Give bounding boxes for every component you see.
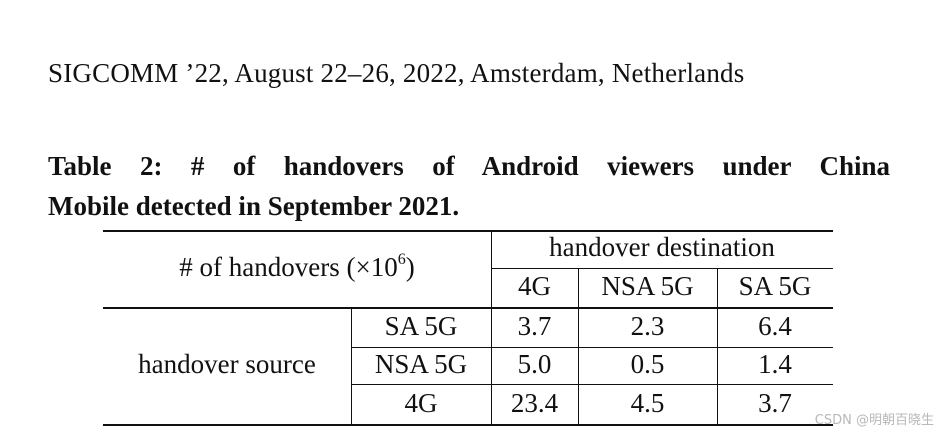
watermark: CSDN @明朝百晓生 xyxy=(814,413,934,428)
row-source-nsa-5g: NSA 5G xyxy=(374,349,468,379)
column-rule-4g-nsa xyxy=(578,307,579,424)
column-rule-nsa-sa xyxy=(717,307,718,424)
caption-line-2: Mobile detected in September 2021. xyxy=(48,191,460,221)
column-rule-nsa-sa-header xyxy=(717,268,718,307)
cell-4g-to-4g: 23.4 xyxy=(510,388,559,418)
source-label-separator xyxy=(351,307,352,424)
row-source-4g: 4G xyxy=(404,388,438,418)
row-rule-1 xyxy=(351,347,833,348)
corner-label-suffix: ) xyxy=(405,252,415,282)
column-header-sa-5g: SA 5G xyxy=(738,271,812,301)
column-header-nsa-5g: NSA 5G xyxy=(601,271,694,301)
running-header: SIGCOMM ’22, August 22–26, 2022, Amsterd… xyxy=(48,58,745,88)
column-header-4g: 4G xyxy=(518,271,551,301)
row-rule-2 xyxy=(351,384,833,385)
cell-sa5g-to-4g: 3.7 xyxy=(517,311,552,341)
cell-4g-to-sa5g: 3.7 xyxy=(758,388,792,418)
cell-nsa5g-to-4g: 5.0 xyxy=(517,349,552,379)
source-header: handover source xyxy=(138,349,316,379)
destination-header-rule xyxy=(491,268,833,269)
corner-label-prefix: # of handovers (×10 xyxy=(179,252,398,282)
row-source-sa-5g: SA 5G xyxy=(384,311,458,341)
table-top-rule xyxy=(103,230,833,232)
column-rule-4g-nsa-header xyxy=(578,268,579,307)
cell-nsa5g-to-sa5g: 1.4 xyxy=(758,349,792,379)
corner-label-exponent: 6 xyxy=(397,251,406,268)
header-bottom-rule xyxy=(103,307,833,309)
source-value-separator xyxy=(491,307,492,424)
header-separator-vertical xyxy=(491,230,492,307)
table-caption: Table 2: # of handovers of Android viewe… xyxy=(48,146,890,226)
corner-label: # of handovers (×106) xyxy=(103,251,491,282)
cell-sa5g-to-nsa5g: 2.3 xyxy=(630,311,665,341)
cell-nsa5g-to-nsa5g: 0.5 xyxy=(630,349,665,379)
caption-line-1: Table 2: # of handovers of Android viewe… xyxy=(48,151,890,181)
table-bottom-rule xyxy=(103,424,833,426)
destination-header: handover destination xyxy=(549,232,775,262)
cell-sa5g-to-sa5g: 6.4 xyxy=(758,311,792,341)
cell-4g-to-nsa5g: 4.5 xyxy=(630,388,665,418)
